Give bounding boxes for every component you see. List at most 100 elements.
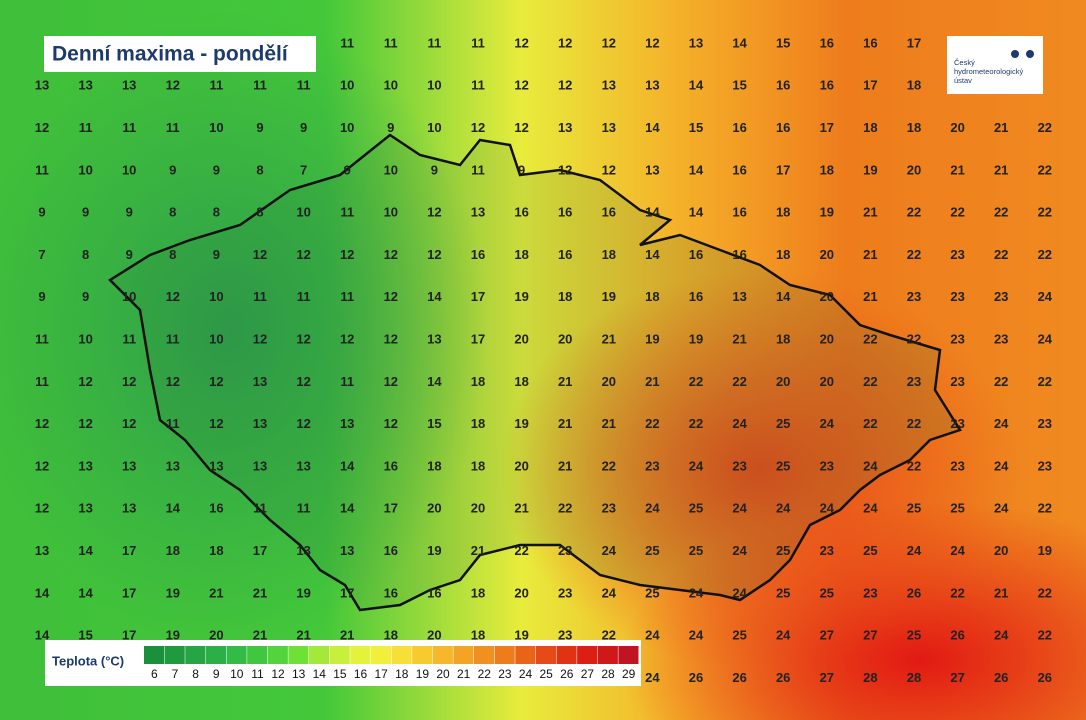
grid-value: 16 — [514, 205, 528, 220]
legend-tick: 6 — [151, 667, 158, 681]
grid-value: 15 — [732, 78, 746, 93]
grid-value: 14 — [35, 628, 50, 643]
grid-value: 14 — [689, 205, 704, 220]
grid-value: 23 — [820, 543, 834, 558]
legend-swatch — [267, 646, 288, 664]
grid-value: 23 — [1038, 416, 1052, 431]
grid-value: 11 — [35, 162, 49, 177]
grid-value: 24 — [689, 458, 704, 473]
grid-value: 20 — [427, 501, 441, 516]
grid-value: 9 — [38, 289, 45, 304]
grid-value: 21 — [602, 416, 616, 431]
grid-value: 7 — [38, 247, 45, 262]
grid-value: 12 — [166, 289, 180, 304]
grid-value: 20 — [209, 628, 223, 643]
grid-value: 12 — [78, 416, 92, 431]
grid-value: 14 — [645, 205, 660, 220]
grid-value: 8 — [169, 247, 176, 262]
grid-value: 11 — [297, 78, 311, 93]
grid-value: 12 — [166, 374, 180, 389]
grid-value: 9 — [38, 205, 45, 220]
grid-value: 22 — [994, 247, 1008, 262]
grid-value: 17 — [253, 543, 267, 558]
legend-swatch — [618, 646, 639, 664]
grid-value: 21 — [645, 374, 659, 389]
grid-value: 10 — [209, 332, 223, 347]
grid-value: 12 — [602, 35, 616, 50]
legend-swatch — [577, 646, 598, 664]
grid-value: 16 — [558, 247, 572, 262]
grid-value: 20 — [907, 162, 921, 177]
grid-value: 23 — [950, 374, 964, 389]
grid-value: 18 — [602, 247, 616, 262]
grid-value: 9 — [169, 162, 176, 177]
grid-value: 25 — [645, 585, 659, 600]
legend-swatch — [474, 646, 495, 664]
grid-value: 28 — [907, 670, 921, 685]
grid-value: 22 — [689, 374, 703, 389]
grid-value: 18 — [427, 458, 441, 473]
grid-value: 12 — [35, 416, 49, 431]
grid-value: 26 — [776, 670, 790, 685]
grid-value: 21 — [863, 205, 877, 220]
grid-value: 10 — [427, 120, 441, 135]
grid-value: 25 — [820, 585, 834, 600]
grid-value: 12 — [384, 247, 398, 262]
grid-value: 22 — [863, 416, 877, 431]
grid-value: 16 — [689, 247, 703, 262]
grid-value: 11 — [122, 120, 136, 135]
grid-value: 14 — [427, 289, 442, 304]
legend-tick: 22 — [478, 667, 492, 681]
legend-swatch — [453, 646, 474, 664]
grid-value: 16 — [732, 162, 746, 177]
grid-value: 14 — [645, 247, 660, 262]
grid-value: 9 — [256, 120, 263, 135]
legend-tick: 10 — [230, 667, 244, 681]
grid-value: 18 — [471, 458, 485, 473]
legend-tick: 29 — [622, 667, 636, 681]
grid-value: 21 — [994, 162, 1008, 177]
grid-value: 12 — [602, 162, 616, 177]
grid-value: 16 — [384, 458, 398, 473]
grid-value: 22 — [1038, 585, 1052, 600]
legend-tick: 16 — [354, 667, 368, 681]
grid-value: 11 — [35, 332, 49, 347]
grid-value: 22 — [907, 247, 921, 262]
legend-tick: 8 — [192, 667, 199, 681]
grid-value: 22 — [1038, 628, 1052, 643]
grid-value: 20 — [994, 543, 1008, 558]
grid-value: 11 — [384, 35, 398, 50]
grid-value: 10 — [122, 162, 136, 177]
grid-value: 22 — [602, 628, 616, 643]
grid-value: 22 — [907, 205, 921, 220]
grid-value: 27 — [820, 628, 834, 643]
grid-value: 24 — [1038, 332, 1053, 347]
grid-value: 10 — [78, 332, 92, 347]
grid-value: 23 — [732, 458, 746, 473]
grid-value: 13 — [209, 458, 223, 473]
legend-swatch — [247, 646, 268, 664]
legend-tick: 20 — [436, 667, 450, 681]
grid-value: 11 — [35, 374, 49, 389]
grid-value: 28 — [863, 670, 877, 685]
legend-swatch — [144, 646, 165, 664]
grid-value: 14 — [776, 289, 791, 304]
grid-value: 24 — [820, 501, 835, 516]
grid-value: 17 — [907, 35, 921, 50]
grid-value: 25 — [776, 416, 790, 431]
grid-value: 10 — [296, 205, 310, 220]
grid-value: 24 — [863, 501, 878, 516]
grid-value: 10 — [340, 120, 354, 135]
grid-value: 14 — [340, 501, 355, 516]
country-border — [108, 133, 962, 612]
grid-value: 22 — [1038, 501, 1052, 516]
grid-value: 8 — [213, 205, 220, 220]
grid-value: 24 — [689, 628, 704, 643]
grid-value: 21 — [863, 247, 877, 262]
grid-value: 27 — [820, 670, 834, 685]
legend-swatch — [515, 646, 536, 664]
grid-value: 15 — [776, 35, 790, 50]
grid-value: 21 — [253, 585, 267, 600]
grid-value: 10 — [384, 78, 398, 93]
